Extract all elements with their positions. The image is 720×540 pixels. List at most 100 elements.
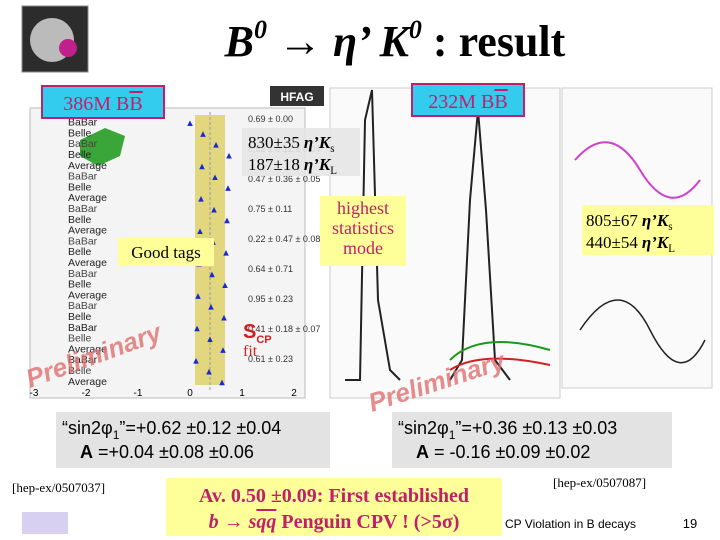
row-label: Belle <box>68 149 92 161</box>
conclusion-box <box>166 478 502 536</box>
row-label: Belle <box>68 279 92 291</box>
good-tags: Good tags <box>131 243 200 262</box>
result-line: “sin2φ1”=+0.36 ±0.13 ±0.03 <box>398 418 617 442</box>
star-marker <box>209 271 215 278</box>
star-marker <box>200 131 206 137</box>
entry-value: 0.47 ± 0.36 ± 0.05 <box>248 174 320 184</box>
star-marker <box>219 379 225 386</box>
note-box <box>320 196 406 266</box>
note-box <box>118 238 214 266</box>
yield-line: 830±35 η’Ks <box>248 133 335 155</box>
mode-note-line: highest <box>337 198 389 218</box>
result-sub: 1 <box>449 428 456 442</box>
yield-count: 805±67 <box>586 211 638 230</box>
entry-value: 0.41 ± 0.18 ± 0.07 <box>248 324 320 334</box>
yield-box <box>242 128 360 176</box>
star-marker <box>222 282 228 289</box>
result-part: ”=+0.36 ±0.13 ±0.03 <box>455 418 617 438</box>
dataset-overlined: B <box>129 93 142 115</box>
title-sup: 0 <box>409 15 422 44</box>
reference: [hep-ex/0507037] <box>12 480 105 495</box>
row-label: Average <box>68 257 107 269</box>
row-label: Belle <box>68 365 92 377</box>
star-marker <box>212 174 218 181</box>
result-part: ”=+0.62 ±0.12 ±0.04 <box>119 418 281 438</box>
row-label: Average <box>68 225 107 237</box>
yield-sub: L <box>668 243 675 255</box>
yield-line: 805±67 η’Ks <box>586 211 673 233</box>
footer-talk: CP Violation in B decays <box>505 517 636 531</box>
yield-particle: η’K <box>304 155 332 174</box>
background-curve <box>449 357 551 371</box>
result-part: = -0.16 ±0.09 ±0.02 <box>429 442 590 462</box>
logo <box>21 5 89 73</box>
fit-label: SCP <box>243 321 272 346</box>
result-box <box>56 412 330 468</box>
logo-mark <box>59 39 77 57</box>
badge: HFAG <box>280 90 313 104</box>
entry-value: 0.95 ± 0.23 <box>248 294 293 304</box>
mode-note-line: statistics <box>332 218 394 238</box>
star-marker <box>206 368 212 375</box>
dataset-label: 386M BB <box>63 93 142 115</box>
star-marker <box>199 163 205 170</box>
yield-particle: η’K <box>642 211 670 230</box>
yield-count: 440±54 <box>586 233 638 252</box>
fit-word: fit <box>243 343 258 360</box>
row-label: BaBar <box>68 138 98 150</box>
conclusion-line: b → sqq Penguin CPV ! (>5σ) <box>209 511 460 533</box>
row-label: BaBar <box>68 117 98 129</box>
x-tick-label: 0 <box>187 388 193 399</box>
small-curve <box>574 141 701 199</box>
yield-count: 830±35 <box>248 133 300 152</box>
conclusion-part: Penguin CPV ! (>5σ) <box>276 511 459 533</box>
star-marker <box>211 206 217 213</box>
row-label: Average <box>68 289 107 301</box>
row-label: BaBar <box>68 235 98 247</box>
yield-particle: η’K <box>304 133 332 152</box>
title-sup: 0 <box>254 15 267 44</box>
fit-sub: CP <box>256 334 271 346</box>
yield-line: 187±18 η’KL <box>248 155 337 177</box>
entry-value: 0.22 ± 0.47 ± 0.08 <box>248 234 320 244</box>
row-label: Average <box>68 160 107 172</box>
star-marker <box>198 196 204 202</box>
dataset-text: 232M B <box>428 91 494 113</box>
dataset-text: 386M B <box>63 93 129 115</box>
star-marker <box>194 325 200 332</box>
yield-line: 440±54 η’KL <box>586 233 675 255</box>
conclusion-line: Av. 0.50 ±0.09: First established <box>199 485 469 507</box>
result-line: A = -0.16 ±0.09 ±0.02 <box>416 442 590 462</box>
star-marker <box>193 358 199 364</box>
title-part: B <box>224 17 254 66</box>
entry-value: 0.69 ± 0.00 <box>248 114 293 124</box>
reference: [hep-ex/0507087] <box>553 475 646 490</box>
row-label: Belle <box>68 214 92 226</box>
slide-title: B0 → η’ K0 : result <box>224 15 566 66</box>
row-label: Belle <box>68 246 92 258</box>
conclusion-part: b → s <box>209 511 257 533</box>
row-label: BaBar <box>68 203 98 215</box>
background-curve <box>449 341 551 361</box>
x-tick-label: -1 <box>134 388 143 399</box>
row-label: Average <box>68 376 107 388</box>
map-green <box>80 128 125 166</box>
row-label: BaBar <box>68 268 98 280</box>
star-marker <box>221 314 227 321</box>
result-line: A =+0.04 ±0.08 ±0.06 <box>80 442 254 462</box>
title-part: : result <box>422 17 566 66</box>
row-label: Belle <box>68 311 92 323</box>
result-label: A <box>416 442 429 462</box>
star-marker <box>208 304 214 310</box>
result-part: “sin2φ <box>398 418 449 438</box>
row-label: Average <box>68 192 107 204</box>
peak-histogram <box>345 89 401 381</box>
result-label: A <box>80 442 93 462</box>
footer-logo <box>22 512 68 534</box>
row-label: BaBar <box>68 354 98 366</box>
dataset-label: 232M BB <box>428 91 507 113</box>
dataset-box <box>41 85 165 119</box>
